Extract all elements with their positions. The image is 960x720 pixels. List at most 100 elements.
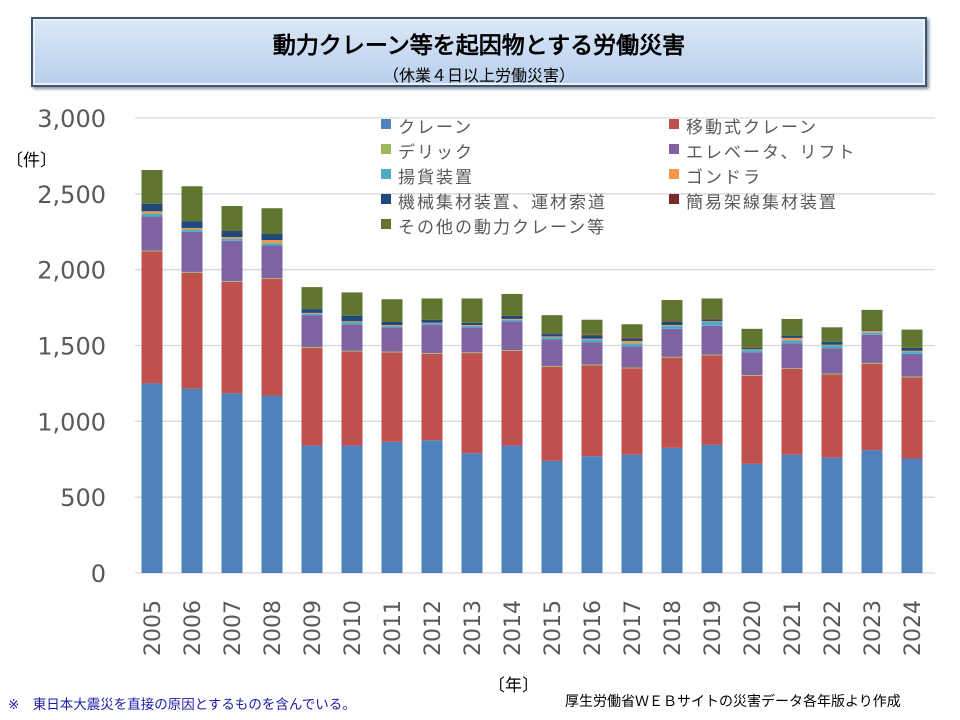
legend-item: 簡易架線集材装置	[669, 193, 836, 213]
bar-segment	[301, 347, 323, 348]
bar-stack-2024	[901, 329, 923, 573]
bar-segment	[301, 347, 323, 446]
bar-segment	[781, 340, 803, 344]
legend-label: エレベータ、リフト	[686, 143, 857, 163]
bar-segment	[421, 322, 443, 324]
legend-label: クレーン	[398, 118, 473, 138]
x-tick-label: 2011	[381, 600, 406, 656]
bar-stack-2020	[741, 328, 763, 573]
legend-swatch	[381, 119, 391, 129]
legend-swatch	[381, 169, 391, 179]
bar-segment	[341, 350, 363, 352]
bar-segment	[181, 221, 203, 228]
y-tick-label: 1,500	[37, 333, 106, 361]
bar-segment	[341, 324, 363, 351]
bar-segment	[181, 272, 203, 389]
bar-segment	[301, 445, 323, 573]
x-tick-label: 2022	[821, 600, 846, 656]
bar-stack-2022	[821, 327, 843, 573]
bar-segment	[421, 323, 443, 326]
bar-segment	[501, 445, 523, 573]
bar-segment	[421, 440, 443, 573]
bar-segment	[741, 328, 763, 348]
bar-segment	[621, 343, 643, 347]
bar-segment	[541, 365, 563, 367]
bar-segment	[421, 298, 443, 320]
bar-segment	[581, 456, 603, 573]
bar-segment	[781, 454, 803, 573]
x-tick-label: 2007	[221, 600, 246, 656]
bar-stack-2007	[221, 205, 243, 573]
bar-segment	[341, 292, 363, 316]
bar-segment	[741, 375, 763, 376]
bar-segment	[541, 339, 563, 366]
legend-label: 機械集材装置、運材索道	[398, 193, 607, 213]
bar-segment	[901, 351, 923, 354]
bar-stack-2005	[141, 170, 163, 573]
bar-segment	[541, 336, 563, 338]
x-tick-label: 2005	[141, 600, 166, 656]
bar-segment	[381, 352, 403, 442]
y-tick-label: 2,000	[37, 257, 106, 285]
x-tick-label: 2014	[501, 600, 526, 656]
x-tick-label: 2019	[701, 600, 726, 656]
bar-segment	[861, 363, 883, 451]
bar-segment	[541, 315, 563, 334]
legend-item: 揚貨装置	[381, 168, 472, 188]
x-tick-label: 2023	[861, 600, 886, 656]
bar-stack-2014	[501, 293, 523, 573]
bar-segment	[901, 377, 923, 459]
bar-segment	[341, 351, 363, 446]
bar-segment	[781, 337, 803, 341]
legend-swatch	[381, 219, 391, 229]
legend-label: 移動式クレーン	[686, 118, 818, 138]
y-tick-label: 0	[91, 560, 106, 588]
bar-segment	[461, 453, 483, 573]
bar-segment	[621, 454, 643, 573]
bar-segment	[821, 344, 843, 346]
bar-segment	[701, 318, 723, 320]
title-banner: 動力クレーン等を起因物とする労働災害 （休業４日以上労働災害）	[31, 17, 927, 87]
bar-segment	[701, 325, 723, 355]
bar-segment	[621, 368, 643, 455]
bar-segment	[501, 293, 523, 316]
x-tick-label: 2018	[661, 600, 686, 656]
bar-stack-2008	[261, 208, 283, 573]
y-tick-label: 3,000	[37, 105, 106, 133]
bar-segment	[141, 250, 163, 252]
bar-segment	[541, 333, 563, 335]
bar-segment	[861, 334, 883, 363]
bar-segment	[181, 271, 203, 273]
bar-segment	[581, 339, 603, 343]
bar-segment	[501, 319, 523, 322]
bar-stack-2009	[301, 287, 323, 573]
bar-segment	[581, 335, 603, 339]
x-tick-label: 2020	[741, 600, 766, 656]
bar-segment	[861, 331, 883, 333]
bar-segment	[461, 322, 483, 326]
bar-segment	[461, 298, 483, 323]
footnote: ※ 東日本大震災を直接の原因とするものを含んでいる。	[8, 697, 356, 713]
bar-segment	[221, 281, 243, 282]
bar-segment	[661, 321, 683, 326]
bar-segment	[301, 309, 323, 313]
bar-segment	[541, 337, 563, 340]
chart-subtitle: （休業４日以上労働災害）	[382, 66, 575, 85]
bar-segment	[781, 343, 803, 369]
legend-item: 機械集材装置、運材索道	[381, 193, 607, 213]
bar-segment	[341, 445, 363, 573]
bar-segment	[421, 353, 443, 354]
bar-segment	[181, 388, 203, 573]
bar-segment	[781, 318, 803, 336]
bar-segment	[141, 251, 163, 384]
bar-segment	[381, 441, 403, 573]
bar-segment	[381, 299, 403, 322]
bar-segment	[901, 350, 923, 352]
bar-stack-2006	[181, 186, 203, 573]
bar-segment	[581, 338, 603, 340]
bar-segment	[661, 325, 683, 329]
bar-stack-2019	[701, 298, 723, 573]
x-tick-label: 2024	[901, 600, 926, 656]
legend-label: デリック	[398, 142, 474, 163]
bar-segment	[901, 353, 923, 377]
